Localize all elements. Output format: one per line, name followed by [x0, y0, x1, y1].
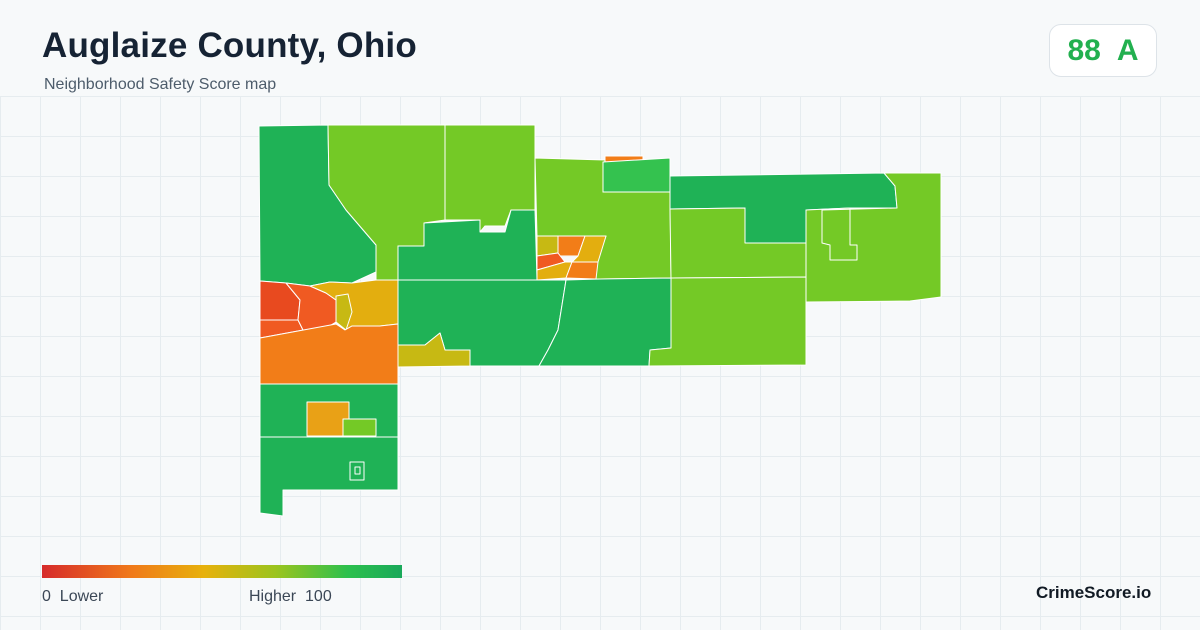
- legend-max-label: Higher: [249, 588, 297, 605]
- region-center-north[interactable]: [397, 209, 538, 281]
- legend-color-scale: [42, 565, 402, 578]
- legend-min-label: Lower: [59, 588, 104, 605]
- legend-low-label: 0 Lower: [42, 588, 103, 606]
- region-wapakoneta-f[interactable]: [565, 261, 599, 280]
- score-grade: A: [1116, 33, 1139, 67]
- safety-score-badge: 88 A: [1049, 24, 1157, 77]
- score-value: 88: [1067, 33, 1101, 67]
- region-north-town[interactable]: [602, 157, 671, 193]
- region-southeast[interactable]: [648, 276, 807, 367]
- page-subtitle: Neighborhood Safety Score map: [44, 76, 277, 93]
- region-far-northeast[interactable]: [805, 172, 942, 303]
- legend-high-label: Higher 100: [249, 588, 332, 606]
- legend-min-value: 0: [42, 588, 51, 605]
- region-south-lightgreen[interactable]: [342, 418, 377, 437]
- region-center-olive[interactable]: [397, 332, 471, 368]
- brand-logo[interactable]: CrimeScore.io: [1036, 583, 1152, 602]
- header: [0, 0, 1200, 96]
- region-st-marys-olive[interactable]: [335, 293, 353, 331]
- page-title: Auglaize County, Ohio: [42, 26, 417, 65]
- region-far-south-enclave[interactable]: [349, 461, 365, 481]
- legend-max-value: 100: [305, 588, 332, 605]
- region-far-south[interactable]: [259, 436, 399, 517]
